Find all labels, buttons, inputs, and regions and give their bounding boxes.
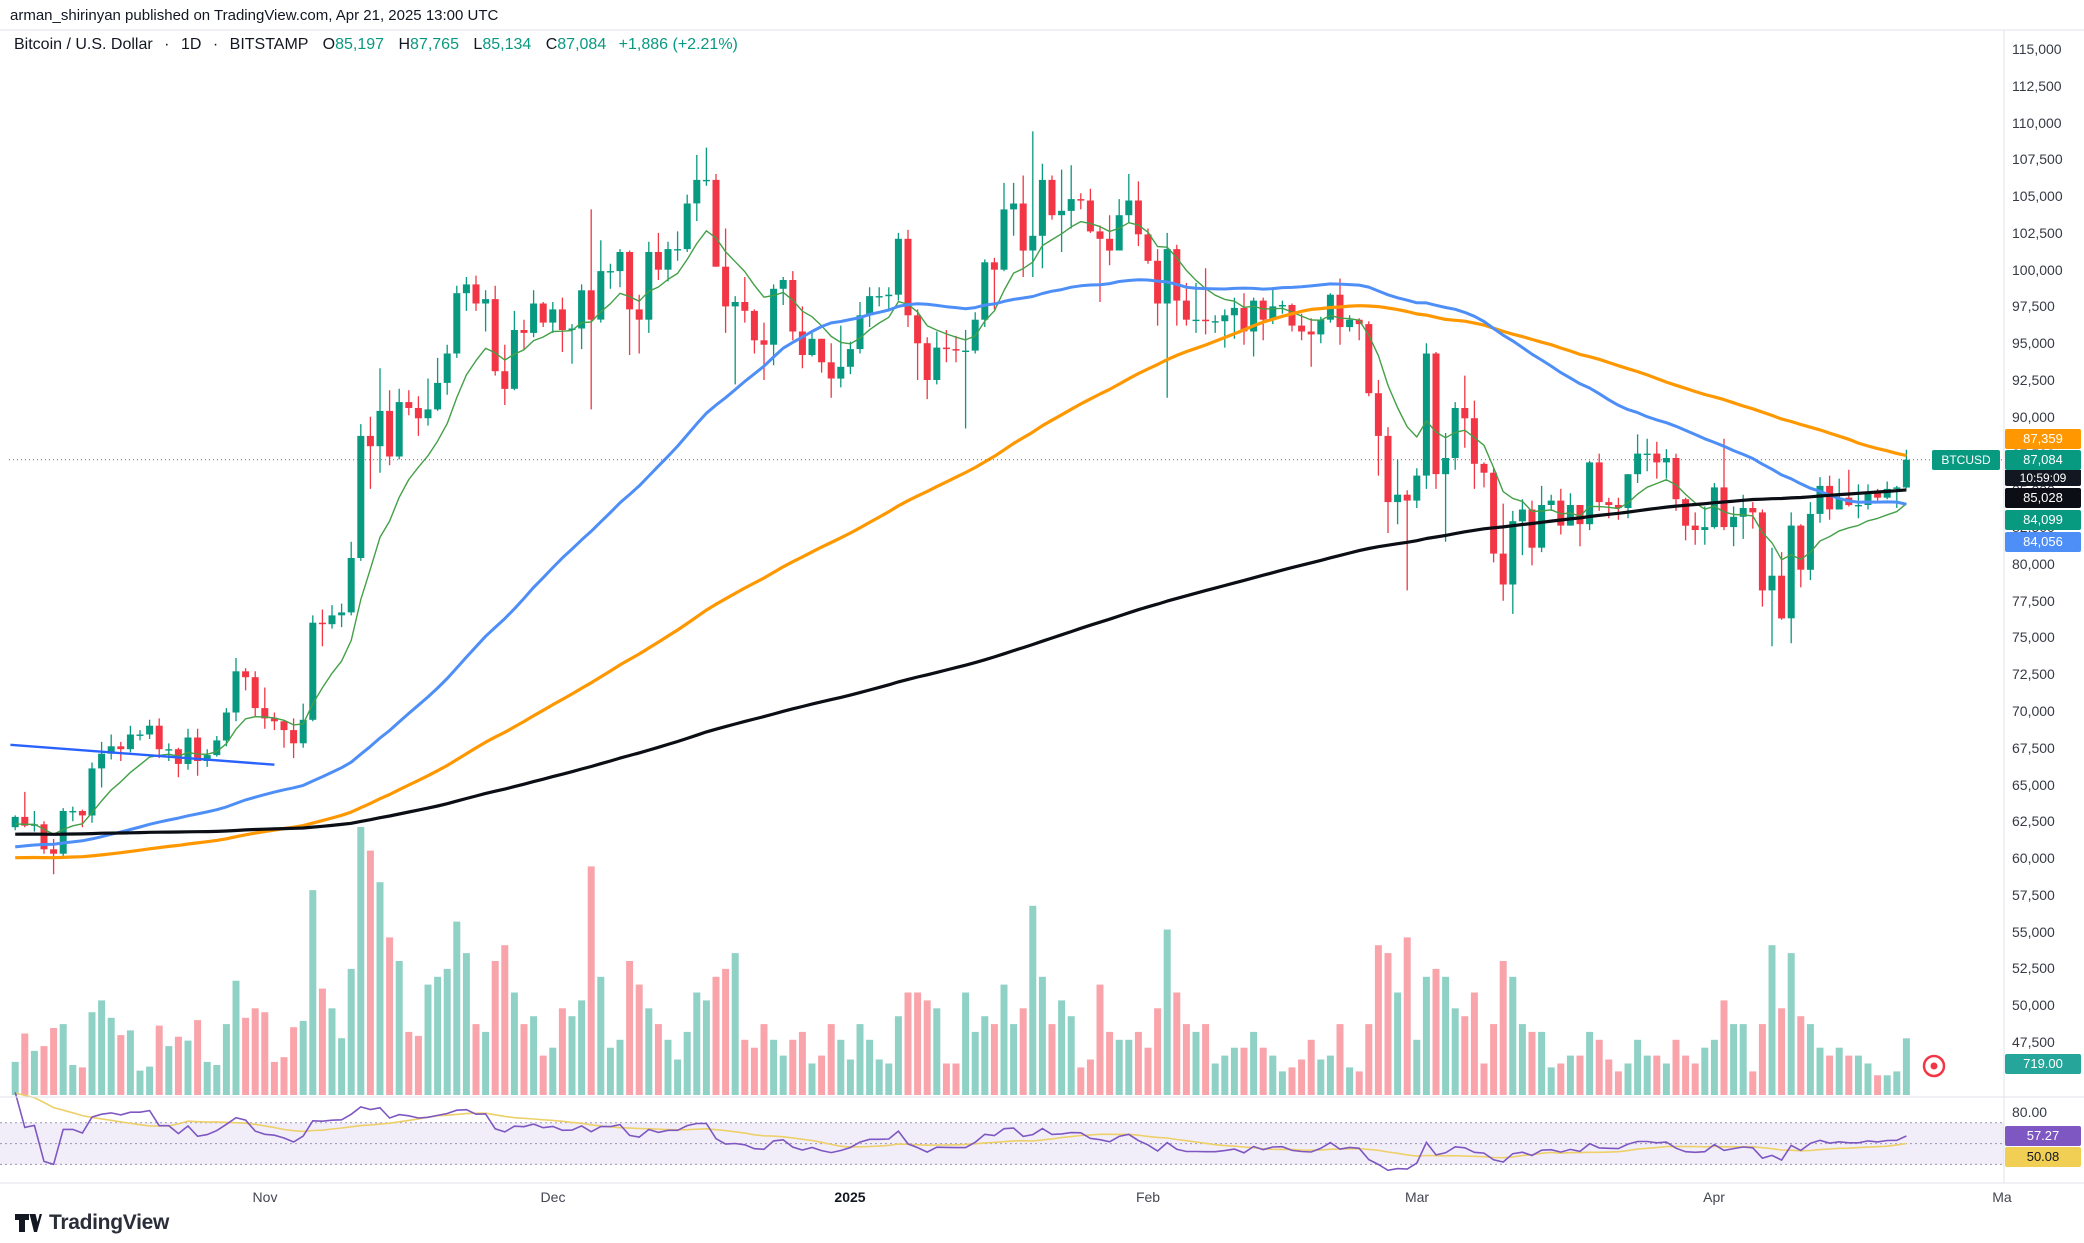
bar-countdown: 10:59:09 [2005, 469, 2081, 486]
price-tick-label: 75,000 [2012, 629, 2055, 645]
price-tick-label: 97,500 [2012, 298, 2055, 314]
price-tick-label: 107,500 [2012, 151, 2063, 167]
price-tick-label: 90,000 [2012, 409, 2055, 425]
ohlc-close: C87,084 [545, 36, 607, 53]
rsi-badge-1: 50.08 [2005, 1147, 2081, 1167]
price-badge-ema-9: 84,099 [2005, 510, 2081, 530]
price-tick-label: 65,000 [2012, 777, 2055, 793]
price-tick-label: 70,000 [2012, 703, 2055, 719]
attribution: arman_shirinyan published on TradingView… [10, 7, 499, 24]
price-tick-label: 95,000 [2012, 335, 2055, 351]
price-tick-label: 80,000 [2012, 556, 2055, 572]
price-tick-label: 55,000 [2012, 924, 2055, 940]
ohlc-open: O85,197 [322, 36, 385, 53]
pane-separators [0, 29, 2084, 1184]
ema-9-line [15, 220, 1907, 835]
trendline[interactable] [10, 743, 275, 766]
tradingview-logo[interactable]: TradingView [14, 1210, 169, 1236]
price-tick-label: 77,500 [2012, 593, 2055, 609]
change-label: +1,886 (+2.21%) [618, 36, 738, 53]
price-badge-sma-200: 85,028 [2005, 488, 2081, 508]
price-badge-sma-100: 87,359 [2005, 429, 2081, 449]
price-tick-label: 92,500 [2012, 372, 2055, 388]
price-tick-label: 102,500 [2012, 225, 2063, 241]
price-tick-label: 100,000 [2012, 262, 2063, 278]
price-tick-label: 50,000 [2012, 997, 2055, 1013]
time-axis-label: Nov [252, 1189, 278, 1205]
separator-dot: · [212, 36, 219, 53]
tradingview-wordmark: TradingView [49, 1211, 170, 1234]
price-badge-last-price: 87,084 [2005, 450, 2081, 470]
price-tick-label: 52,500 [2012, 960, 2055, 976]
rsi-badge-0: 57.27 [2005, 1126, 2081, 1146]
symbol-header: Bitcoin / U.S. Dollar · 1D · BITSTAMP O8… [14, 36, 738, 54]
symbol-title[interactable]: Bitcoin / U.S. Dollar [14, 36, 153, 53]
symbol-price-tag: BTCUSD [1932, 450, 2000, 470]
price-tick-label: 112,500 [2012, 78, 2062, 94]
tradingview-logo-icon [15, 1214, 42, 1232]
rsi-tick-label: 80.00 [2012, 1104, 2048, 1120]
candles [11, 131, 1910, 875]
volume-badge: 719.00 [2005, 1054, 2081, 1074]
price-tick-label: 57,500 [2012, 887, 2055, 903]
rsi-pane-background [0, 1122, 2004, 1165]
instrument-logo-icon [1922, 1054, 1946, 1078]
sma-200-line [15, 488, 1907, 836]
sma-100-line [15, 304, 1907, 860]
ohlc-high: H87,765 [398, 36, 459, 53]
time-axis-label: Mar [1404, 1189, 1430, 1205]
sma-50-line [15, 278, 1907, 849]
price-tick-label: 62,500 [2012, 813, 2055, 829]
price-tick-label: 110,000 [2012, 115, 2062, 131]
time-axis-label: Feb [1135, 1189, 1161, 1205]
price-tick-label: 72,500 [2012, 666, 2055, 682]
price-badge-sma-50: 84,056 [2005, 532, 2081, 552]
time-axis-label: 2025 [834, 1189, 866, 1205]
ohlc-low: L85,134 [473, 36, 532, 53]
price-tick-label: 67,500 [2012, 740, 2055, 756]
time-axis-label: Apr [1703, 1189, 1725, 1205]
interval-label[interactable]: 1D [180, 36, 202, 53]
time-axis-label: Ma [1992, 1189, 2012, 1205]
price-tick-label: 60,000 [2012, 850, 2055, 866]
price-tick-label: 105,000 [2012, 188, 2063, 204]
price-tick-label: 47,500 [2012, 1034, 2055, 1050]
separator-dot: · [164, 36, 170, 53]
exch3ange-label[interactable]: BITSTAMP [229, 36, 309, 53]
price-tick-label: 115,000 [2012, 41, 2062, 57]
rsi-ma-line [15, 1092, 1907, 1159]
rsi-line [14, 1092, 1907, 1172]
time-axis-label: Dec [540, 1189, 566, 1205]
volume-bars [11, 827, 1910, 1095]
